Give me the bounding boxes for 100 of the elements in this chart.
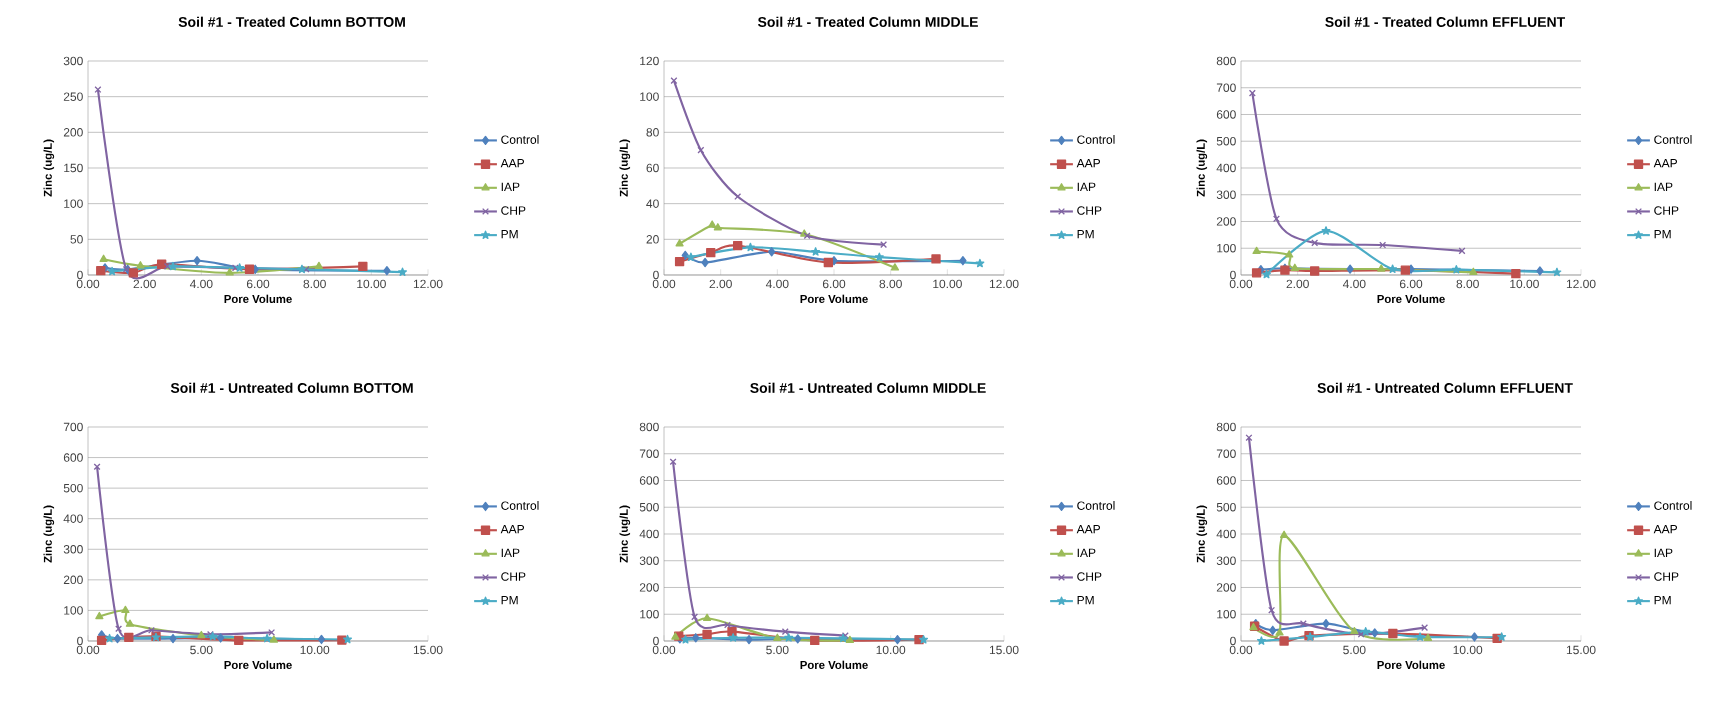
x-tick-label: 0.00 bbox=[76, 645, 100, 655]
x-tick-label: 6.00 bbox=[822, 279, 846, 289]
x-tick-label: 2.00 bbox=[1286, 279, 1309, 289]
x-tick-label: 15.00 bbox=[989, 645, 1019, 655]
x-tick-label: 2.00 bbox=[133, 279, 156, 289]
y-tick-label: 800 bbox=[1216, 422, 1236, 432]
y-axis-title: Zinc (ug/L) bbox=[1196, 505, 1208, 563]
y-tick-label: 0 bbox=[77, 636, 83, 646]
y-tick-label: 500 bbox=[63, 483, 83, 493]
y-tick-label: 200 bbox=[63, 128, 83, 137]
y-tick-label: 100 bbox=[640, 92, 659, 101]
legend-label: IAP bbox=[501, 182, 520, 191]
y-axis-title: Zinc (ug/L) bbox=[1196, 139, 1208, 197]
y-tick-label: 250 bbox=[63, 92, 83, 101]
y-tick-label: 700 bbox=[1216, 449, 1236, 458]
x-tick-label: 5.00 bbox=[190, 645, 213, 655]
legend-label: AAP bbox=[1653, 525, 1678, 534]
y-tick-label: 300 bbox=[639, 556, 659, 565]
y-tick-label: 0 bbox=[1230, 636, 1236, 646]
y-tick-label: 600 bbox=[1216, 110, 1236, 119]
y-tick-label: 600 bbox=[63, 453, 83, 462]
legend-label: IAP bbox=[1077, 182, 1096, 191]
legend-label: CHP bbox=[1077, 572, 1102, 581]
x-tick-label: 12.00 bbox=[989, 279, 1019, 289]
x-tick-label: 4.00 bbox=[765, 279, 789, 289]
y-axis-title: Zinc (ug/L) bbox=[619, 139, 631, 197]
chart-title: Soil #1 - Untreated Column EFFLUENT bbox=[1317, 382, 1573, 393]
y-tick-label: 700 bbox=[1216, 83, 1236, 92]
y-tick-label: 80 bbox=[646, 128, 659, 137]
y-tick-label: 0 bbox=[1230, 270, 1236, 280]
x-tick-label: 10.00 bbox=[876, 645, 906, 655]
legend-label: PM bbox=[1077, 229, 1094, 239]
y-tick-label: 600 bbox=[639, 476, 659, 485]
legend-label: AAP bbox=[500, 159, 525, 168]
x-axis-title: Pore Volume bbox=[224, 660, 292, 669]
legend-label: CHP bbox=[1654, 206, 1679, 215]
y-tick-label: 700 bbox=[639, 449, 659, 458]
legend-label: IAP bbox=[501, 548, 520, 557]
x-tick-label: 8.00 bbox=[1456, 279, 1479, 289]
x-tick-label: 0.00 bbox=[652, 279, 676, 289]
legend-label: IAP bbox=[1654, 182, 1673, 191]
y-tick-label: 300 bbox=[1216, 190, 1236, 199]
legend-label: CHP bbox=[501, 206, 526, 215]
y-tick-label: 400 bbox=[1216, 163, 1236, 173]
y-tick-label: 300 bbox=[1216, 556, 1236, 565]
y-tick-label: 100 bbox=[1217, 243, 1236, 253]
legend-label: AAP bbox=[1076, 159, 1101, 168]
legend-label: Control bbox=[1077, 135, 1115, 144]
chart-title: Soil #1 - Untreated Column MIDDLE bbox=[750, 382, 986, 393]
x-tick-label: 10.00 bbox=[1510, 279, 1539, 289]
x-tick-label: 8.00 bbox=[303, 279, 326, 289]
x-tick-label: 12.00 bbox=[413, 279, 443, 289]
y-tick-label: 200 bbox=[1216, 583, 1236, 592]
y-tick-label: 800 bbox=[639, 422, 659, 432]
y-tick-label: 0 bbox=[653, 270, 659, 280]
y-tick-label: 100 bbox=[64, 606, 83, 615]
legend-label: Control bbox=[1654, 501, 1692, 510]
x-tick-label: 15.00 bbox=[1566, 645, 1596, 655]
y-tick-label: 150 bbox=[64, 163, 83, 173]
y-tick-label: 400 bbox=[1216, 529, 1236, 539]
y-tick-label: 120 bbox=[640, 56, 659, 66]
x-tick-label: 5.00 bbox=[1343, 645, 1366, 655]
y-tick-label: 200 bbox=[639, 583, 659, 592]
y-tick-label: 0 bbox=[653, 636, 659, 646]
y-tick-label: 100 bbox=[640, 609, 659, 619]
x-tick-label: 5.00 bbox=[766, 645, 789, 655]
y-tick-label: 500 bbox=[639, 502, 659, 512]
chart-title: Soil #1 - Treated Column BOTTOM bbox=[178, 16, 405, 27]
y-tick-label: 50 bbox=[70, 235, 83, 244]
legend-label: Control bbox=[501, 135, 539, 144]
y-tick-label: 0 bbox=[77, 270, 83, 280]
y-tick-label: 100 bbox=[1217, 609, 1236, 619]
x-tick-label: 10.00 bbox=[1453, 645, 1483, 655]
legend-label: AAP bbox=[1076, 525, 1101, 534]
y-tick-label: 800 bbox=[1216, 56, 1236, 66]
legend-label: PM bbox=[501, 595, 518, 605]
legend-label: CHP bbox=[501, 572, 526, 581]
y-tick-label: 200 bbox=[63, 575, 83, 585]
legend-label: IAP bbox=[1077, 548, 1096, 557]
chart-title: Soil #1 - Treated Column EFFLUENT bbox=[1325, 16, 1566, 27]
x-axis-title: Pore Volume bbox=[224, 294, 292, 303]
x-tick-label: 6.00 bbox=[246, 279, 270, 289]
legend-label: PM bbox=[1654, 595, 1671, 605]
legend-label: Control bbox=[1654, 135, 1692, 144]
legend-label: AAP bbox=[1653, 159, 1678, 168]
legend-label: PM bbox=[501, 229, 518, 239]
y-tick-label: 20 bbox=[646, 235, 659, 244]
y-tick-label: 100 bbox=[64, 199, 83, 208]
y-tick-label: 400 bbox=[63, 514, 83, 523]
y-tick-label: 300 bbox=[63, 545, 83, 554]
x-axis-title: Pore Volume bbox=[1377, 294, 1445, 303]
x-tick-label: 4.00 bbox=[1342, 279, 1366, 289]
x-tick-label: 8.00 bbox=[879, 279, 902, 289]
y-axis-title: Zinc (ug/L) bbox=[43, 139, 55, 197]
x-tick-label: 0.00 bbox=[1229, 279, 1253, 289]
y-tick-label: 200 bbox=[1216, 217, 1236, 226]
x-tick-label: 4.00 bbox=[189, 279, 213, 289]
x-tick-label: 0.00 bbox=[76, 279, 100, 289]
x-tick-label: 10.00 bbox=[300, 645, 330, 655]
y-tick-label: 700 bbox=[63, 422, 83, 432]
